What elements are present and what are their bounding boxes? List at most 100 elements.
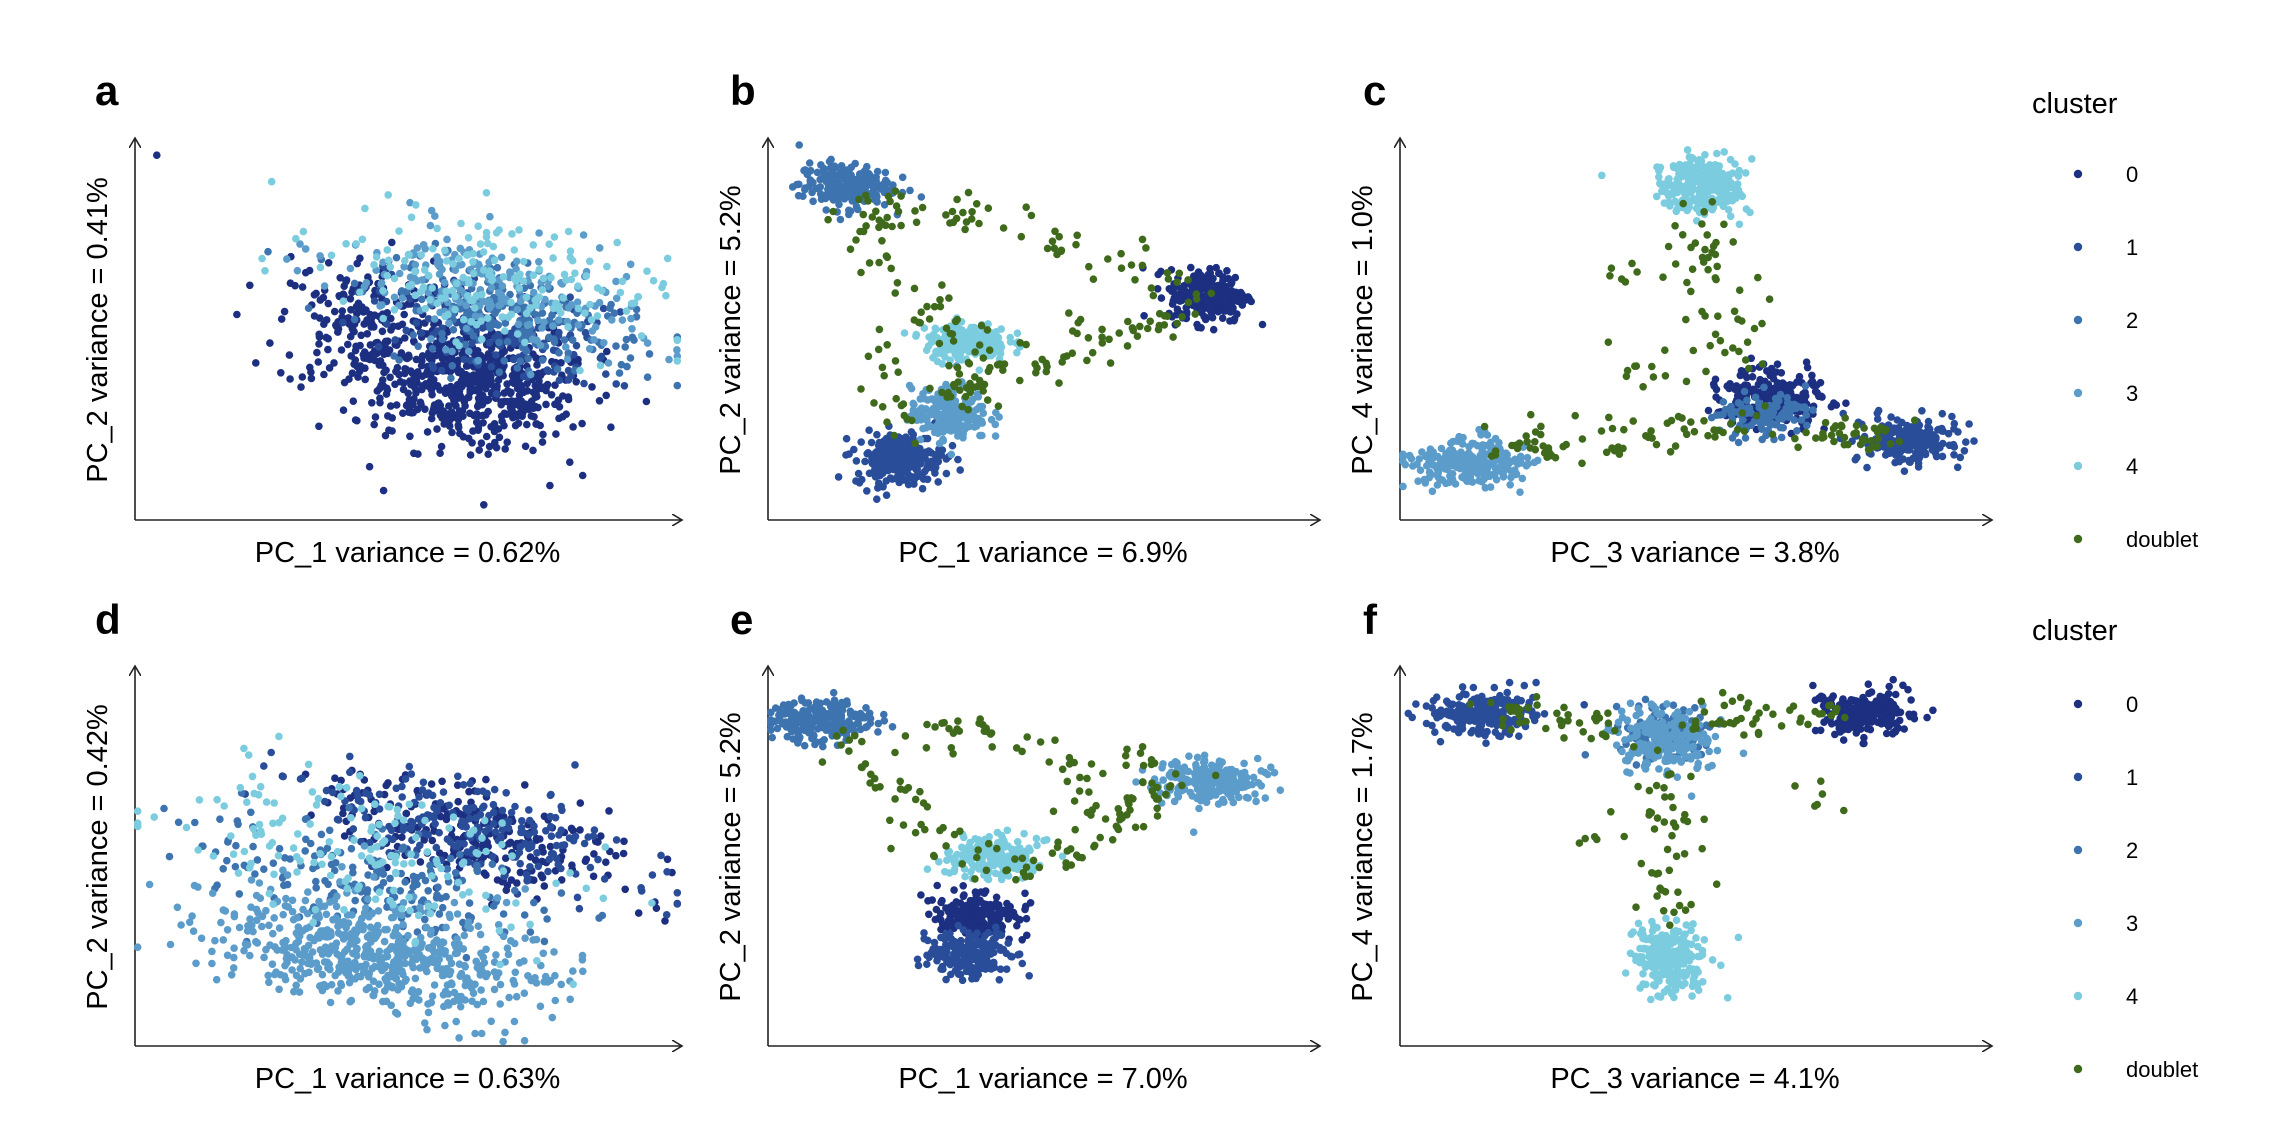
data-point [1428, 487, 1437, 496]
data-point [436, 799, 445, 807]
data-point [1724, 171, 1733, 179]
data-point [1551, 453, 1560, 462]
data-point [396, 887, 405, 895]
data-point [578, 419, 586, 428]
data-point [658, 283, 666, 292]
data-point [1724, 206, 1733, 214]
data-point [1217, 288, 1225, 297]
data-point [348, 369, 357, 378]
data-point [1169, 297, 1178, 305]
data-point [402, 809, 411, 818]
data-point [564, 395, 573, 404]
data-point [462, 334, 471, 342]
data-point [479, 266, 488, 274]
data-point [539, 274, 548, 283]
data-point [520, 403, 528, 412]
data-point [1105, 335, 1113, 344]
data-point [506, 268, 514, 276]
data-point [1853, 453, 1861, 462]
panel-b: bPC_1 variance = 6.9%PC_2 variance = 5.2… [715, 67, 1320, 569]
data-point [1598, 171, 1606, 180]
data-point [642, 397, 651, 406]
data-point [475, 446, 484, 454]
data-point [1172, 291, 1181, 299]
data-point [437, 442, 446, 451]
series-3 [903, 362, 1003, 459]
data-point [560, 270, 569, 279]
series-1 [1836, 406, 1978, 476]
data-point [607, 300, 615, 309]
data-point [1720, 148, 1728, 156]
data-point [165, 852, 174, 861]
data-point [405, 762, 414, 771]
data-point [545, 240, 553, 248]
data-point [370, 420, 379, 429]
data-point [1218, 314, 1227, 323]
data-point [1442, 463, 1451, 471]
data-point [506, 329, 515, 338]
data-point [1449, 437, 1457, 446]
data-point [617, 360, 626, 369]
data-point [1683, 278, 1691, 287]
data-point [1682, 377, 1691, 386]
data-point [1741, 434, 1750, 442]
data-point [934, 402, 943, 410]
data-point [616, 288, 625, 297]
data-point [383, 272, 392, 280]
data-point [933, 454, 942, 463]
data-point [518, 817, 526, 825]
data-point [939, 437, 948, 445]
data-point [1770, 401, 1779, 410]
data-point [1801, 388, 1809, 397]
data-point [325, 364, 334, 372]
data-point [1796, 395, 1804, 404]
data-point [941, 412, 949, 421]
data-point [513, 364, 522, 372]
data-point [1688, 265, 1697, 274]
data-point [1708, 198, 1717, 206]
data-point [1157, 267, 1165, 276]
data-point [1221, 282, 1230, 291]
data-point [637, 884, 645, 892]
data-point [934, 478, 942, 486]
data-point [443, 235, 451, 244]
data-point [337, 346, 346, 354]
data-point [465, 899, 474, 907]
data-point [572, 378, 580, 386]
data-point [505, 817, 513, 826]
data-point [673, 381, 682, 390]
data-point [525, 320, 533, 329]
data-point [857, 268, 865, 277]
data-point [1747, 421, 1756, 430]
data-point [1743, 381, 1752, 390]
y-axis-label: PC_2 variance = 5.2% [715, 185, 747, 474]
data-point [994, 402, 1003, 411]
data-point [949, 337, 958, 345]
data-point [938, 388, 946, 397]
data-point [547, 790, 555, 799]
data-point [1904, 430, 1913, 439]
data-point [1673, 205, 1681, 214]
data-point [888, 222, 896, 231]
data-point [371, 356, 379, 365]
data-point [530, 828, 539, 836]
data-point [863, 487, 871, 495]
data-point [1608, 424, 1617, 433]
data-point [488, 276, 496, 285]
data-point [319, 293, 328, 302]
data-point [1894, 443, 1903, 452]
data-point [924, 459, 932, 467]
data-point [917, 308, 925, 317]
data-point [338, 307, 347, 315]
data-point [339, 809, 347, 818]
data-point [383, 320, 391, 328]
data-point [1470, 463, 1479, 471]
data-point [859, 210, 868, 219]
data-point [361, 350, 370, 359]
data-point [590, 336, 598, 344]
data-point [1750, 324, 1759, 333]
data-point [1694, 200, 1702, 209]
data-point [388, 427, 396, 435]
data-point [1734, 438, 1743, 447]
data-point [235, 890, 244, 898]
